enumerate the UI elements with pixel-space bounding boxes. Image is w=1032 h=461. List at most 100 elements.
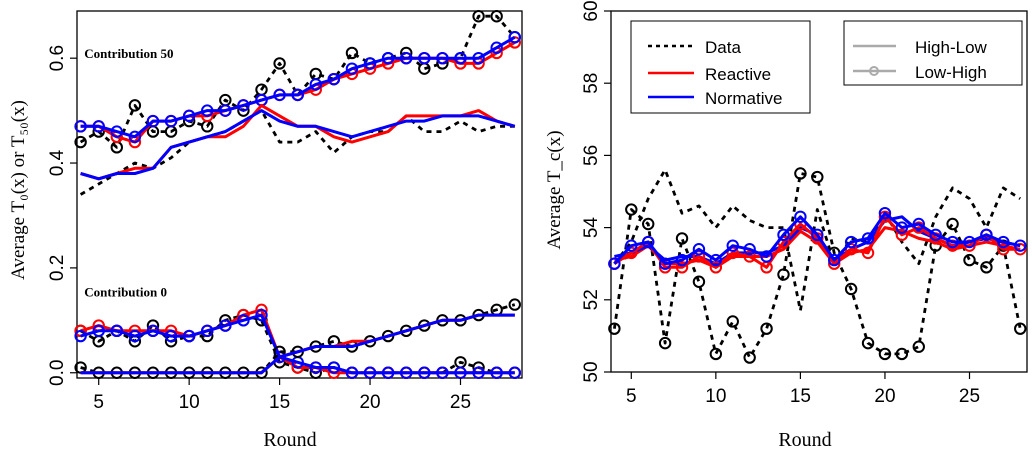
data-point-28 <box>508 298 521 311</box>
x-tick-label-5: 5 <box>93 392 104 413</box>
data-point-10 <box>709 253 723 267</box>
data-point-17 <box>309 78 322 91</box>
y-tick-label-0-0: 0.0 <box>47 360 68 386</box>
left-x-axis-label: Round <box>263 429 316 451</box>
data-point-25 <box>963 235 976 249</box>
series-low-high-normative <box>74 31 521 144</box>
data-point-28 <box>1014 239 1027 252</box>
y-tick-label-54: 54 <box>581 217 602 239</box>
data-point-13 <box>760 250 773 263</box>
series-low-high-normative <box>74 308 521 379</box>
series-line <box>613 215 1021 269</box>
legend-data-label: Data <box>705 38 741 57</box>
data-point-27 <box>490 41 503 54</box>
data-point-5 <box>92 120 105 133</box>
data-point-28 <box>508 31 521 44</box>
data-point-10 <box>182 109 196 123</box>
data-point-15 <box>794 167 807 180</box>
data-point-11 <box>726 315 739 328</box>
data-point-18 <box>327 72 341 86</box>
series-line <box>613 211 1021 266</box>
y-tick-label-0-4: 0.4 <box>47 149 68 176</box>
data-point-7 <box>658 257 672 270</box>
series-line <box>613 168 1021 312</box>
data-point-12 <box>743 243 756 256</box>
data-point-7 <box>128 329 142 343</box>
data-point-26 <box>980 261 993 274</box>
data-point-27 <box>997 235 1010 249</box>
data-point-4 <box>74 120 87 133</box>
data-point-25 <box>963 253 976 267</box>
data-point-12 <box>743 351 756 364</box>
data-point-27 <box>490 10 503 23</box>
data-point-17 <box>828 253 841 267</box>
data-point-21 <box>895 228 909 242</box>
data-point-22 <box>912 340 925 353</box>
data-point-8 <box>675 261 689 274</box>
y-tick-label-60: 60 <box>581 0 602 21</box>
data-point-15 <box>273 57 286 70</box>
right-x-axis-label: Round <box>778 429 831 451</box>
data-point-7 <box>658 336 672 350</box>
data-point-15 <box>794 210 807 223</box>
data-point-6 <box>110 324 123 338</box>
series-line <box>80 109 516 181</box>
data-point-21 <box>381 366 395 379</box>
series-low-high-normative <box>608 206 1027 270</box>
data-point-24 <box>436 366 449 379</box>
data-point-9 <box>692 275 706 288</box>
data-point-23 <box>418 51 431 65</box>
legend-low-high-label: Low-High <box>915 63 987 82</box>
data-point-15 <box>273 88 286 102</box>
data-point-5 <box>625 203 638 216</box>
data-point-21 <box>895 221 909 234</box>
legend-normative-label: Normative <box>705 89 782 108</box>
data-point-23 <box>418 366 431 379</box>
y-tick-label-0-2: 0.2 <box>47 255 68 281</box>
series-high-low-data <box>613 168 1021 312</box>
annotation-contribution-50: Contribution 50 <box>84 46 173 61</box>
data-point-10 <box>182 329 196 343</box>
data-point-26 <box>472 10 485 23</box>
data-point-7 <box>128 130 142 144</box>
data-point-26 <box>980 228 993 242</box>
data-point-18 <box>844 282 858 296</box>
series-high-low-reactive <box>614 226 1021 269</box>
data-point-8 <box>675 232 689 245</box>
data-point-25 <box>454 366 467 379</box>
data-point-5 <box>625 239 638 252</box>
series-high-low-normative <box>80 313 515 375</box>
data-point-11 <box>201 324 214 338</box>
right-y-axis-label: Average T_c(x) <box>544 130 565 249</box>
series-line <box>614 226 1021 269</box>
data-point-9 <box>692 250 706 263</box>
data-point-20 <box>363 57 377 70</box>
data-point-28 <box>1014 322 1027 335</box>
data-point-12 <box>219 104 232 117</box>
data-point-9 <box>692 243 706 256</box>
data-point-6 <box>110 125 123 138</box>
legend-method: Data Reactive Normative <box>630 20 811 114</box>
data-point-19 <box>345 366 359 379</box>
data-point-8 <box>146 324 160 338</box>
right-y-ticks: 50 52 54 56 58 60 <box>581 0 611 383</box>
left-y-axis-label: Average T₀(x) or T₅₀(x) <box>8 100 29 280</box>
series-line <box>613 172 1022 359</box>
data-point-16 <box>291 88 304 102</box>
data-point-10 <box>709 347 723 361</box>
series-line <box>79 313 515 375</box>
data-point-9 <box>164 114 178 128</box>
y-tick-label-58: 58 <box>581 73 602 94</box>
x-tick-label-25: 25 <box>959 386 980 407</box>
data-point-19 <box>861 246 875 260</box>
data-point-20 <box>878 347 892 361</box>
data-point-17 <box>309 361 322 374</box>
data-point-26 <box>472 51 485 65</box>
data-point-22 <box>400 366 413 379</box>
x-tick-label-20: 20 <box>874 386 895 407</box>
x-tick-label-25: 25 <box>450 392 471 413</box>
data-point-8 <box>146 114 160 128</box>
data-point-24 <box>436 51 449 65</box>
data-point-9 <box>164 329 178 343</box>
